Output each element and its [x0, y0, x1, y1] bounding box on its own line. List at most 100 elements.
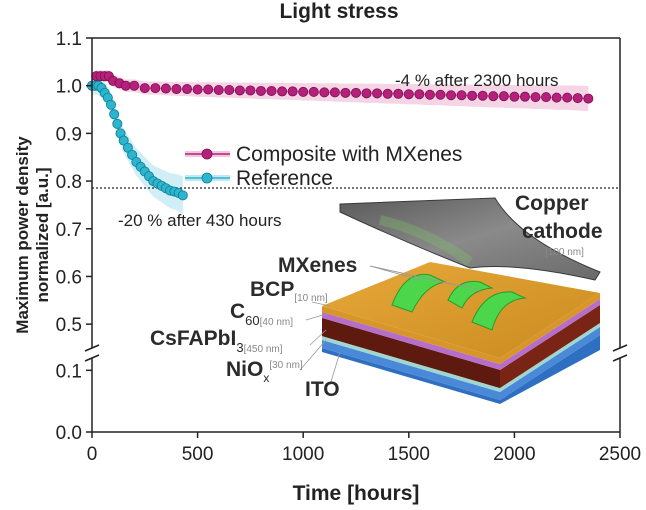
copper-cathode-sheet — [339, 197, 601, 281]
point-mxenes-49 — [562, 92, 573, 103]
point-mxenes-36 — [424, 89, 435, 100]
layer-ito — [322, 335, 600, 404]
series-line-mxenes — [91, 75, 589, 100]
label-bcp: BCP[10 nm] — [250, 278, 328, 304]
point-mxenes-44 — [509, 91, 520, 102]
y-tick-label-upper-2: 0.7 — [56, 220, 82, 241]
point-mxenes-17 — [224, 84, 235, 95]
point-mxenes-39 — [456, 90, 467, 101]
point-mxenes-26 — [319, 87, 330, 98]
point-mxenes-23 — [287, 86, 298, 97]
axis-break-right — [612, 344, 628, 362]
y-tick-label-upper-6: 1.1 — [56, 29, 82, 50]
point-mxenes-11 — [160, 83, 171, 94]
mxene-flake-3 — [471, 291, 527, 331]
y-tick-label-upper-3: 0.8 — [56, 172, 82, 193]
label-cathode: cathode — [522, 220, 603, 243]
label-niox: NiOx[30 nm] — [226, 358, 303, 385]
axis-break-left — [84, 344, 100, 362]
label-copper: Copper — [515, 192, 589, 215]
x-tick-label-5: 2500 — [599, 444, 641, 465]
x-tick-label-4: 2000 — [493, 444, 535, 465]
point-mxenes-8 — [129, 80, 140, 91]
y-tick-label-upper-4: 0.9 — [56, 124, 82, 145]
point-mxenes-48 — [551, 92, 562, 103]
point-mxenes-25 — [308, 86, 319, 97]
point-mxenes-32 — [382, 88, 393, 99]
point-mxenes-46 — [530, 92, 541, 103]
point-mxenes-18 — [234, 85, 245, 96]
point-mxenes-30 — [361, 88, 372, 99]
point-reference-6 — [106, 99, 117, 110]
legend-label-mxenes: Composite with MXenes — [236, 143, 462, 166]
point-mxenes-16 — [213, 84, 224, 95]
x-tick-label-1: 500 — [182, 444, 214, 465]
device-stack-illustration: Copper cathode [100 nm] MXenes BCP[10 nm… — [150, 192, 603, 404]
point-mxenes-50 — [572, 93, 583, 104]
annotation-mxenes: -4 % after 2300 hours — [395, 71, 558, 90]
point-mxenes-20 — [255, 85, 266, 96]
point-mxenes-27 — [329, 87, 340, 98]
point-mxenes-14 — [192, 84, 203, 95]
layer-bcp — [322, 293, 600, 364]
label-mxenes: MXenes — [278, 254, 357, 277]
point-mxenes-34 — [403, 89, 414, 100]
point-mxenes-10 — [150, 83, 161, 94]
point-reference-8 — [112, 118, 123, 129]
annotation-reference: -20 % after 430 hours — [118, 211, 281, 230]
x-axis-title: Time [hours] — [293, 482, 420, 505]
point-mxenes-35 — [414, 89, 425, 100]
point-mxenes-41 — [477, 90, 488, 101]
point-mxenes-47 — [541, 92, 552, 103]
legend-marker-reference — [201, 172, 213, 184]
label-c60: C60[40 nm] — [230, 300, 293, 328]
point-mxenes-28 — [340, 87, 351, 98]
point-mxenes-24 — [298, 86, 309, 97]
point-mxenes-22 — [277, 86, 288, 97]
y-tick-label-lower-0: 0.0 — [56, 423, 82, 444]
band-mxenes — [92, 70, 589, 112]
point-mxenes-45 — [519, 91, 530, 102]
point-mxenes-38 — [446, 90, 457, 101]
layer-c60 — [322, 299, 600, 370]
y-tick-label-upper-5: 1.0 — [56, 77, 82, 98]
layer-top-surface — [322, 262, 600, 358]
label-perovskite: CsFAPbI3[450 nm] — [150, 327, 283, 355]
point-mxenes-42 — [488, 91, 499, 102]
legend: Composite with MXenes Reference — [185, 143, 462, 190]
y-axis-title-line2: normalized [a.u.] — [33, 167, 52, 302]
legend-marker-mxenes — [201, 148, 213, 160]
point-reference-7 — [109, 109, 120, 120]
label-copper-thickness: [100 nm] — [545, 247, 584, 258]
mxene-flake-2 — [447, 280, 494, 309]
data-markers — [87, 71, 594, 201]
x-tick-label-2: 1000 — [282, 444, 324, 465]
point-mxenes-37 — [435, 89, 446, 100]
point-reference-24 — [177, 190, 188, 201]
axis-ticks: 0 500 1000 1500 2000 2500 0.5 0.6 0.7 0.8 0.9 1.0 1.… — [56, 29, 642, 465]
y-tick-label-upper-0: 0.5 — [56, 315, 82, 336]
point-mxenes-12 — [171, 84, 182, 95]
point-mxenes-9 — [139, 83, 150, 94]
legend-label-reference: Reference — [236, 167, 333, 190]
y-tick-label-upper-1: 0.6 — [56, 267, 82, 288]
point-mxenes-43 — [498, 91, 509, 102]
point-mxenes-40 — [467, 90, 478, 101]
x-tick-label-0: 0 — [87, 444, 98, 465]
label-ito: ITO — [305, 378, 340, 401]
y-tick-label-lower-1: 0.1 — [56, 361, 82, 382]
y-axis-title-line1: Maximum power density — [13, 136, 32, 334]
x-tick-label-3: 1500 — [388, 444, 430, 465]
chart-title: Light stress — [279, 0, 398, 23]
point-mxenes-31 — [372, 88, 383, 99]
point-mxenes-7 — [120, 80, 131, 91]
point-mxenes-33 — [393, 88, 404, 99]
point-mxenes-21 — [266, 85, 277, 96]
point-mxenes-51 — [583, 93, 594, 104]
layer-niox — [322, 323, 600, 392]
plot-frame — [91, 37, 621, 433]
point-mxenes-15 — [203, 84, 214, 95]
point-mxenes-13 — [182, 84, 193, 95]
point-mxenes-29 — [350, 87, 361, 98]
